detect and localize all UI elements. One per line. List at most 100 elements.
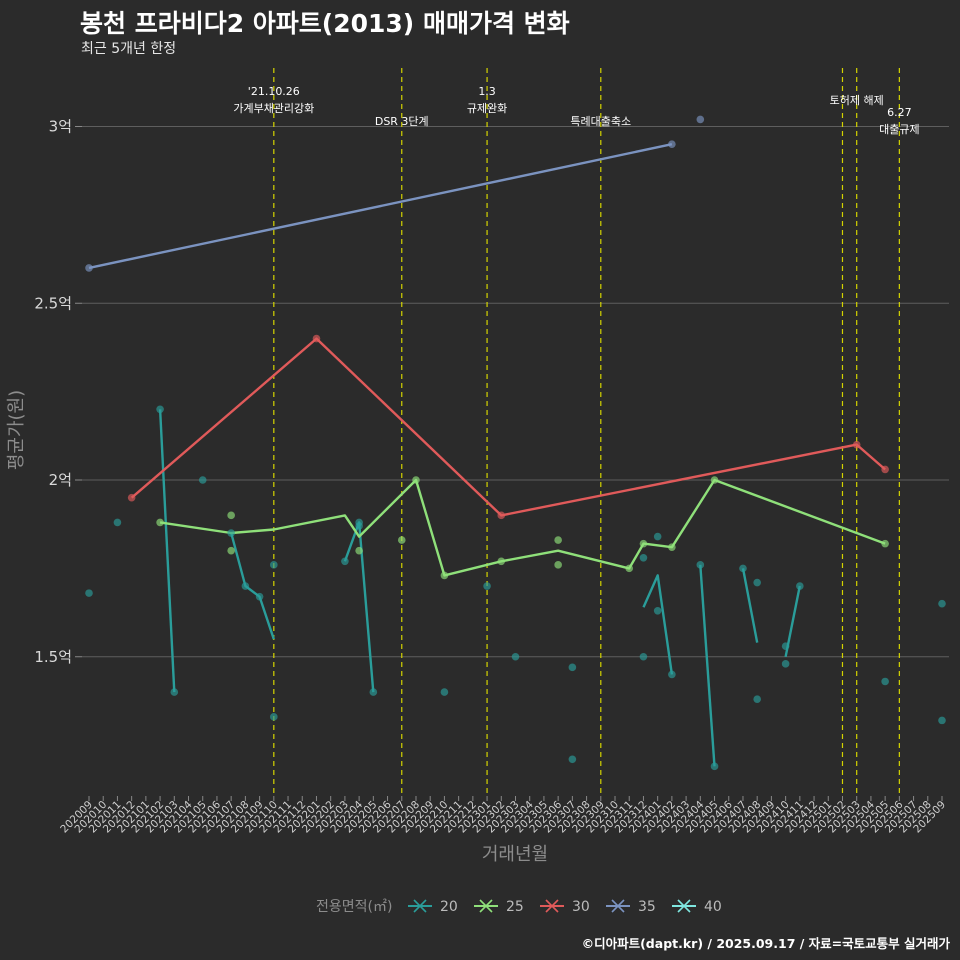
data-point-20 — [170, 688, 179, 696]
data-point-35 — [85, 264, 93, 272]
policy-annotation-text: DSR 3단계 — [375, 115, 429, 128]
data-point-20 — [568, 755, 577, 764]
data-point-25 — [668, 543, 676, 551]
series-line-20 — [642, 574, 674, 675]
data-point-20 — [753, 695, 761, 703]
data-point-25 — [554, 536, 562, 544]
data-point-20 — [938, 599, 946, 608]
data-point-25 — [227, 511, 235, 520]
policy-annotation-text: 토허제 해제 — [830, 93, 884, 107]
data-point-20 — [568, 663, 577, 672]
y-axis-ticks: 1.5억 2억 2.5억 3억 — [34, 118, 82, 666]
data-point-20 — [241, 582, 250, 590]
data-point-20 — [796, 582, 804, 590]
data-point-20 — [639, 553, 648, 562]
policy-annotation-text: 1.3 — [478, 85, 496, 98]
grid-lines — [82, 126, 949, 658]
data-point-35 — [668, 140, 676, 148]
data-point-20 — [227, 529, 235, 537]
legend-key-cross — [479, 899, 493, 913]
data-point-20 — [739, 564, 747, 573]
policy-annotation-text: '21.10.26 — [248, 85, 300, 98]
data-point-20 — [440, 688, 449, 696]
data-point-20 — [781, 642, 790, 650]
legend-item-label: 35 — [638, 899, 656, 915]
y-tick-label: 2억 — [49, 471, 72, 489]
series-line-20 — [230, 532, 275, 640]
data-point-20 — [753, 578, 761, 587]
y-tick-label: 3억 — [49, 118, 72, 136]
legend: 전용면적(㎡) 20 25 30 35 40 — [316, 899, 722, 915]
data-point-20 — [653, 532, 662, 541]
data-point-20 — [369, 688, 378, 696]
data-point-20 — [881, 677, 889, 686]
data-point-30 — [312, 334, 321, 343]
legend-item-label: 20 — [440, 899, 458, 915]
series-line-20 — [699, 564, 716, 767]
chart-subtitle: 최근 5개년 한정 — [81, 41, 177, 57]
data-point-30 — [497, 511, 506, 520]
legend-key-cross — [677, 899, 691, 913]
data-point-25 — [554, 561, 562, 569]
legend-item-label: 25 — [506, 899, 524, 915]
data-point-25 — [881, 539, 889, 548]
policy-annotation-text: 대출규제 — [879, 123, 919, 136]
y-axis-title: 평균가(원) — [6, 390, 27, 470]
legend-title: 전용면적(㎡) — [316, 899, 392, 915]
data-point-30 — [852, 440, 861, 449]
data-point-20 — [85, 589, 93, 597]
data-point-20 — [156, 405, 164, 414]
data-point-20 — [198, 476, 207, 484]
y-tick-label: 1.5억 — [34, 648, 72, 666]
data-point-20 — [938, 716, 946, 725]
data-point-25 — [625, 564, 634, 573]
data-point-30 — [881, 465, 889, 474]
data-point-20 — [341, 557, 349, 566]
legend-key-cross — [611, 899, 625, 913]
series-line-20 — [158, 409, 176, 693]
data-point-20 — [781, 660, 790, 668]
footer-credit: ©디아파트(dapt.kr) / 2025.09.17 / 자료=국토교통부 실… — [581, 936, 950, 951]
policy-annotation-text: 규제완화 — [467, 102, 507, 115]
legend-item-label: 30 — [572, 899, 590, 915]
policy-annotation-text: 특례대출축소 — [570, 115, 631, 128]
policy-annotation-text: 6.27 — [887, 106, 912, 119]
data-point-20 — [270, 713, 278, 721]
data-point-25 — [227, 546, 235, 555]
legend-item-label: 40 — [704, 899, 722, 915]
data-point-20 — [653, 606, 662, 615]
x-axis-ticks: 2020092020102020112020122021012021022021… — [58, 796, 948, 835]
data-point-20 — [639, 652, 648, 661]
data-point-30 — [127, 493, 136, 502]
series-line-20 — [741, 568, 759, 643]
legend-key-cross — [413, 899, 427, 913]
series-line-30 — [130, 337, 886, 517]
policy-event-lines — [273, 68, 900, 796]
series-line-35 — [88, 143, 673, 270]
x-axis-title: 거래년월 — [482, 844, 548, 865]
data-point-20 — [710, 762, 719, 771]
series-points — [85, 115, 946, 771]
data-point-25 — [440, 571, 449, 580]
data-point-20 — [355, 522, 363, 530]
data-point-20 — [511, 652, 520, 661]
data-point-20 — [113, 518, 122, 527]
data-point-25 — [397, 536, 406, 544]
data-point-25 — [639, 539, 648, 548]
data-point-20 — [483, 582, 491, 590]
data-point-25 — [412, 476, 420, 484]
legend-key-cross — [545, 899, 559, 913]
data-point-20 — [696, 561, 705, 569]
y-tick-label: 2.5억 — [34, 294, 72, 312]
data-point-25 — [497, 557, 506, 566]
data-point-20 — [668, 670, 676, 679]
data-point-25 — [710, 476, 719, 484]
data-point-20 — [270, 561, 278, 569]
chart-title: 봉천 프라비다2 아파트(2013) 매매가격 변화 — [80, 9, 570, 38]
policy-annotation-text: 가계부채관리강화 — [233, 102, 314, 115]
data-point-25 — [156, 518, 164, 527]
data-point-25 — [355, 546, 363, 555]
data-point-20 — [255, 592, 264, 601]
